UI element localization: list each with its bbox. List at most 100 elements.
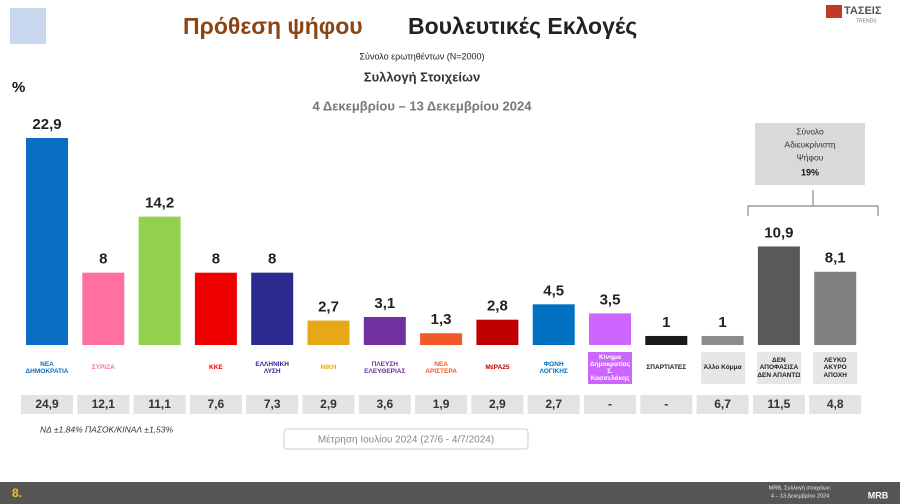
page-number: 8. xyxy=(12,486,22,500)
value-label: 1 xyxy=(662,314,670,331)
party-logo: ΣΠΑΡΤΙΑΤΕΣ xyxy=(644,352,689,384)
previous-value: - xyxy=(664,397,668,411)
brand: ΤΑΣΕΙΣ xyxy=(844,5,882,17)
value-label: 2,7 xyxy=(318,299,339,316)
previous-value: 7,3 xyxy=(264,397,281,411)
value-label: 8 xyxy=(212,251,220,268)
previous-value: 2,7 xyxy=(545,397,562,411)
footer-source: 4 – 13 Δεκεμβρίου 2024 xyxy=(771,493,829,499)
map-icon xyxy=(10,8,46,44)
value-label: 1 xyxy=(718,314,726,331)
date-range: 4 Δεκεμβρίου – 13 Δεκεμβρίου 2024 xyxy=(313,98,533,113)
subtitle2: Συλλογή Στοιχείων xyxy=(364,69,480,84)
bar xyxy=(420,333,463,345)
footer-bar xyxy=(0,482,900,504)
previous-cell xyxy=(527,395,580,414)
bar xyxy=(532,304,575,345)
undecided-line: Αδιευκρίνιστη xyxy=(784,139,835,149)
bar xyxy=(194,272,237,345)
previous-value: 4,8 xyxy=(827,397,844,411)
previous-cell xyxy=(640,395,693,414)
bar xyxy=(757,246,800,345)
undecided-value: 19% xyxy=(801,167,819,177)
party-logo: ΔΕΝ ΑΠΟΦΑΣΙΣΑ ΔΕΝ ΑΠΑΝΤΩ xyxy=(756,352,801,384)
value-label: 14,2 xyxy=(145,195,174,212)
value-label: 10,9 xyxy=(764,224,793,241)
previous-cell xyxy=(21,395,73,414)
party-logo: ΝΕΑ ΑΡΙΣΤΕΡΑ xyxy=(419,352,464,384)
bar xyxy=(645,335,688,345)
value-label: 4,5 xyxy=(543,282,564,299)
bar xyxy=(589,313,631,345)
previous-title: Μέτρηση Ιουλίου 2024 (27/6 - 4/7/2024) xyxy=(318,434,494,446)
party-logo: ΝΙΚΗ xyxy=(306,352,351,384)
footer-source: MRB, Συλλογή στοιχείων: xyxy=(769,484,832,491)
value-label: 3,5 xyxy=(600,291,621,308)
party-logo: ΠΛΕΥΣΗ ΕΛΕΥΘΕΡΙΑΣ xyxy=(362,352,407,384)
previous-cell xyxy=(471,395,524,414)
previous-value: 3,6 xyxy=(376,397,393,411)
previous-cell xyxy=(302,395,355,414)
value-label: 8 xyxy=(99,251,107,268)
party-logo: ΕΛΛΗΝΙΚΗ ΛΥΣΗ xyxy=(250,352,295,384)
bar xyxy=(307,320,350,345)
party-logo: ΛΕΥΚΟ ΑΚΥΡΟ ΑΠΟΧΗ xyxy=(813,352,858,384)
bar xyxy=(82,272,125,345)
party-logo: ΣΥΡΙΖΑ xyxy=(81,352,126,384)
title-part1: Πρόθεση ψήφου xyxy=(183,13,363,39)
bar xyxy=(476,319,519,345)
previous-cell xyxy=(77,395,130,414)
value-label: 3,1 xyxy=(374,295,395,312)
undecided-line: Ψήφου xyxy=(797,152,824,162)
party-logo: Κίνημα Δημοκρατίας Σ. Κασσελάκης xyxy=(588,352,632,384)
previous-cell xyxy=(358,395,411,414)
party-logo: ΦΩΝΗ ΛΟΓΙΚΗΣ xyxy=(531,352,576,384)
previous-cell xyxy=(133,395,186,414)
previous-value: 1,9 xyxy=(433,397,450,411)
party-logo xyxy=(137,352,182,384)
brand-icon xyxy=(826,5,842,18)
previous-title-box xyxy=(283,428,529,450)
previous-value: 12,1 xyxy=(92,397,116,411)
bar xyxy=(701,335,744,345)
previous-value: 11,5 xyxy=(768,397,791,411)
unit-label: % xyxy=(12,79,25,96)
brand-sub: TRENDS xyxy=(856,18,877,24)
previous-cell xyxy=(696,395,749,414)
previous-value: - xyxy=(608,397,612,411)
party-logo: ΜέΡΑ25 xyxy=(475,352,520,384)
bar xyxy=(138,216,181,345)
value-label: 1,3 xyxy=(431,311,452,328)
party-logo: ΚΚΕ xyxy=(193,352,238,384)
undecided-line: Σύνολο xyxy=(796,126,824,136)
bar xyxy=(363,316,406,345)
title-part2: Βουλευτικές Εκλογές xyxy=(408,13,637,39)
previous-cell xyxy=(752,395,805,414)
previous-value: 2,9 xyxy=(489,397,506,411)
previous-cell xyxy=(809,395,862,414)
previous-cell xyxy=(246,395,299,414)
previous-value: 6,7 xyxy=(714,397,731,411)
party-logo: ΝΕΑ ΔΗΜΟΚΡΑΤΙΑ xyxy=(25,352,69,384)
value-label: 8 xyxy=(268,251,276,268)
previous-value: 2,9 xyxy=(320,397,337,411)
note: ΝΔ ±1,84% ΠΑΣΟΚ/ΚΙΝΑΛ ±1,53% xyxy=(40,424,174,434)
value-label: 2,8 xyxy=(487,298,508,315)
previous-value: 11,1 xyxy=(148,397,171,411)
previous-cell xyxy=(584,395,636,414)
bar xyxy=(26,137,68,345)
undecided-box xyxy=(755,123,865,185)
bracket xyxy=(747,190,879,216)
bar xyxy=(814,271,857,345)
subtitle: Σύνολο ερωτηθέντων (N=2000) xyxy=(359,51,484,61)
previous-cell xyxy=(189,395,242,414)
bar xyxy=(251,272,294,345)
value-label: 8,1 xyxy=(825,250,846,267)
value-label: 22,9 xyxy=(32,116,61,133)
previous-cell xyxy=(415,395,468,414)
previous-value: 24,9 xyxy=(35,397,59,411)
brand2: MRB xyxy=(868,490,889,500)
previous-value: 7,6 xyxy=(208,397,225,411)
